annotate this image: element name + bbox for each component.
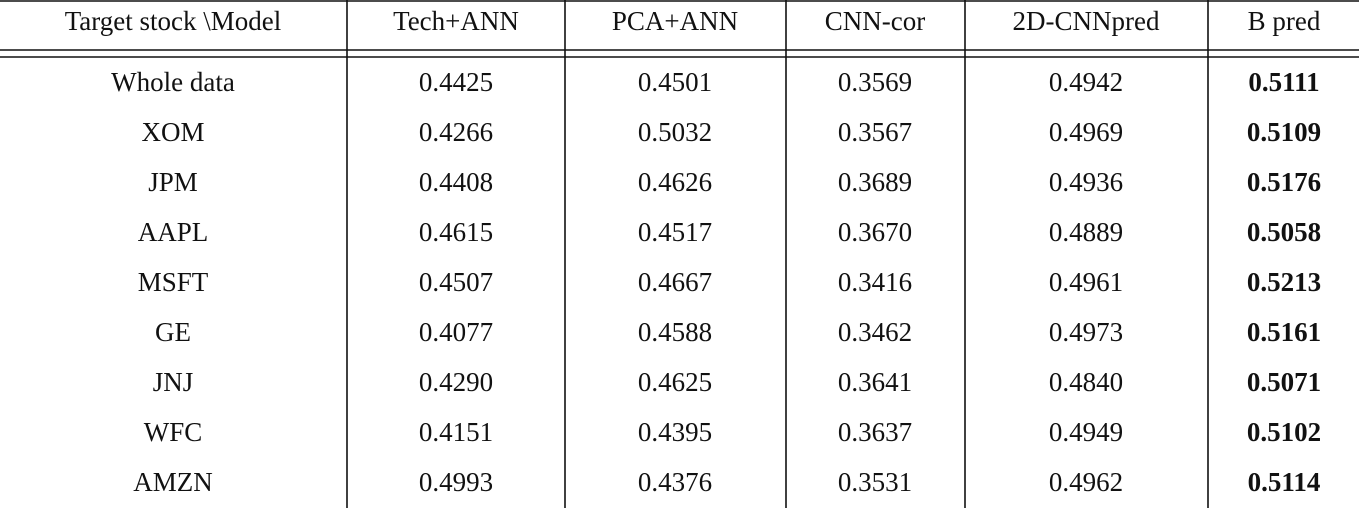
table-cell: 0.5161 bbox=[1247, 317, 1321, 347]
row-label: JPM bbox=[148, 167, 198, 197]
table-cell: 0.4615 bbox=[419, 217, 493, 247]
row-label: AMZN bbox=[133, 467, 213, 497]
table-cell: 0.5111 bbox=[1248, 67, 1319, 97]
table-cell: 0.3567 bbox=[838, 117, 912, 147]
header-cell: PCA+ANN bbox=[612, 6, 738, 36]
table-cell: 0.4993 bbox=[419, 467, 493, 497]
table-cell: 0.5032 bbox=[638, 117, 712, 147]
table-cell: 0.5114 bbox=[1248, 467, 1321, 497]
table-cell: 0.4949 bbox=[1049, 417, 1123, 447]
table-cell: 0.4889 bbox=[1049, 217, 1123, 247]
table-cell: 0.3531 bbox=[838, 467, 912, 497]
table-cell: 0.3637 bbox=[838, 417, 912, 447]
table-cell: 0.4962 bbox=[1049, 467, 1123, 497]
table-cell: 0.4425 bbox=[419, 67, 493, 97]
table-cell: 0.5102 bbox=[1247, 417, 1321, 447]
table-cell: 0.4588 bbox=[638, 317, 712, 347]
table-cell: 0.3670 bbox=[838, 217, 912, 247]
header-cell: B pred bbox=[1248, 6, 1321, 36]
row-label: AAPL bbox=[138, 217, 209, 247]
table-cell: 0.4936 bbox=[1049, 167, 1123, 197]
table-cell: 0.4151 bbox=[419, 417, 493, 447]
header-cell: CNN-cor bbox=[825, 6, 925, 36]
table-cell: 0.4517 bbox=[638, 217, 712, 247]
table-cell: 0.4973 bbox=[1049, 317, 1123, 347]
table-cell: 0.4961 bbox=[1049, 267, 1123, 297]
row-label: WFC bbox=[144, 417, 203, 447]
row-label: MSFT bbox=[138, 267, 209, 297]
table-cell: 0.4395 bbox=[638, 417, 712, 447]
header-cell: 2D-CNNpred bbox=[1013, 6, 1160, 36]
table-cell: 0.5213 bbox=[1247, 267, 1321, 297]
table-cell: 0.4667 bbox=[638, 267, 712, 297]
table-cell: 0.3641 bbox=[838, 367, 912, 397]
table-cell: 0.4942 bbox=[1049, 67, 1123, 97]
table-cell: 0.4077 bbox=[419, 317, 493, 347]
table-cell: 0.4625 bbox=[638, 367, 712, 397]
table-cell: 0.4266 bbox=[419, 117, 493, 147]
row-label: GE bbox=[155, 317, 191, 347]
table-cell: 0.5176 bbox=[1247, 167, 1321, 197]
table-cell: 0.5058 bbox=[1247, 217, 1321, 247]
table-cell: 0.3569 bbox=[838, 67, 912, 97]
header-cell: Tech+ANN bbox=[393, 6, 519, 36]
row-label: JNJ bbox=[153, 367, 194, 397]
table-cell: 0.4507 bbox=[419, 267, 493, 297]
table-cell: 0.3416 bbox=[838, 267, 912, 297]
table-cell: 0.4408 bbox=[419, 167, 493, 197]
header-cell: Target stock \Model bbox=[65, 6, 282, 36]
table-cell: 0.4969 bbox=[1049, 117, 1123, 147]
table-cell: 0.4501 bbox=[638, 67, 712, 97]
row-label: XOM bbox=[141, 117, 204, 147]
table-cell: 0.4376 bbox=[638, 467, 712, 497]
table-cell: 0.4626 bbox=[638, 167, 712, 197]
table-cell: 0.4840 bbox=[1049, 367, 1123, 397]
table-cell: 0.5071 bbox=[1247, 367, 1321, 397]
table-cell: 0.5109 bbox=[1247, 117, 1321, 147]
table-cell: 0.3462 bbox=[838, 317, 912, 347]
row-label: Whole data bbox=[111, 67, 235, 97]
table-cell: 0.3689 bbox=[838, 167, 912, 197]
table-cell: 0.4290 bbox=[419, 367, 493, 397]
